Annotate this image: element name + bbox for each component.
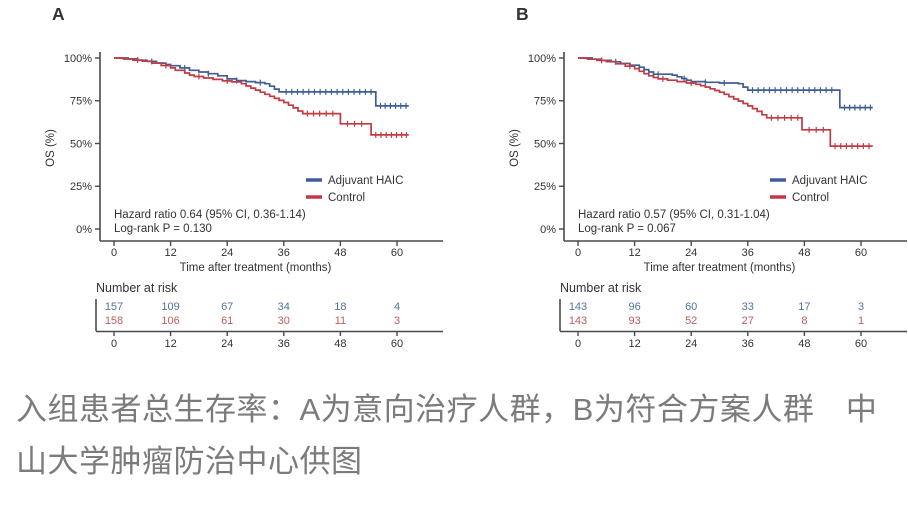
legend-label: Control: [328, 192, 365, 204]
risk-count: 61: [221, 315, 233, 327]
km-plot-B: B 0% 25% 50% 75% 100% 0 12 24 36 48 60 Time after tr…: [509, 4, 907, 350]
stat-annotation: Hazard ratio 0.64 (95% CI, 0.36-1.14): [114, 209, 306, 221]
risk-count: 34: [278, 301, 290, 313]
y-axis-title: OS (%): [509, 129, 521, 167]
y-tick-label: 0%: [76, 224, 92, 236]
risk-count: 11: [335, 315, 346, 327]
risk-table-header: Number at risk: [96, 281, 178, 295]
risk-count: 143: [569, 301, 587, 313]
x-tick-label: 0: [575, 247, 581, 259]
survival-curve-adjuvant-haic: [114, 57, 409, 107]
risk-count: 3: [394, 315, 400, 327]
risk-count: 3: [858, 301, 864, 313]
risk-count: 30: [278, 315, 290, 327]
y-tick-label: 0%: [540, 224, 556, 236]
x-tick-label: 12: [164, 247, 176, 259]
x-tick-label: 36: [742, 247, 754, 259]
risk-axis-label: 48: [334, 338, 346, 350]
x-tick-label: 24: [221, 247, 233, 259]
x-axis-title: Time after treatment (months): [644, 262, 796, 274]
risk-count: 106: [161, 315, 179, 327]
risk-count: 157: [105, 301, 123, 313]
risk-count: 109: [161, 301, 179, 313]
panel-label: B: [516, 4, 529, 24]
risk-count: 8: [801, 315, 807, 327]
risk-axis-label: 24: [221, 338, 233, 350]
x-tick-label: 60: [855, 247, 867, 259]
survival-curve-adjuvant-haic: [578, 57, 873, 109]
stat-annotation: Log-rank P = 0.130: [114, 223, 212, 235]
risk-count: 33: [742, 301, 754, 313]
risk-count: 1: [858, 315, 864, 327]
risk-count: 93: [628, 315, 640, 327]
risk-axis-label: 60: [855, 338, 867, 350]
risk-count: 17: [798, 301, 810, 313]
survival-curve-control: [578, 57, 873, 147]
stat-annotation: Log-rank P = 0.067: [578, 223, 676, 235]
risk-count: 143: [569, 315, 587, 327]
risk-count: 27: [742, 315, 754, 327]
risk-table-header: Number at risk: [560, 281, 642, 295]
y-axis-title: OS (%): [45, 129, 57, 167]
y-tick-label: 100%: [64, 53, 92, 65]
y-tick-label: 50%: [534, 138, 556, 150]
figure-caption: 入组患者总生存率：A为意向治疗人群，B为符合方案人群 中山大学肿瘤防治中心供图: [16, 392, 878, 479]
risk-axis-label: 36: [742, 338, 754, 350]
risk-count: 4: [394, 301, 400, 313]
risk-axis-label: 0: [575, 338, 581, 350]
legend-label: Adjuvant HAIC: [328, 175, 403, 187]
risk-axis-label: 24: [685, 338, 697, 350]
panel-label: A: [52, 4, 65, 24]
risk-axis-label: 0: [111, 338, 117, 350]
risk-axis-label: 12: [628, 338, 640, 350]
legend-label: Control: [792, 192, 829, 204]
risk-count: 60: [685, 301, 697, 313]
km-plot-A: A 0% 25% 50% 75% 100% 0 12 24 36 48 60 Time after tr…: [45, 4, 443, 350]
x-tick-label: 48: [798, 247, 810, 259]
risk-count: 158: [105, 315, 123, 327]
y-tick-label: 75%: [534, 96, 556, 108]
risk-count: 96: [628, 301, 640, 313]
x-tick-label: 36: [278, 247, 290, 259]
panels-container: A 0% 25% 50% 75% 100% 0 12 24 36 48 60 Time after tr…: [30, 0, 908, 358]
survival-curve-control: [114, 57, 409, 136]
risk-axis-label: 36: [278, 338, 290, 350]
risk-axis-label: 12: [164, 338, 176, 350]
x-axis-title: Time after treatment (months): [180, 262, 332, 274]
x-tick-label: 12: [628, 247, 640, 259]
panel-A: A 0% 25% 50% 75% 100% 0 12 24 36 48 60 Time after tr…: [30, 0, 444, 358]
y-tick-label: 75%: [70, 96, 92, 108]
y-tick-label: 25%: [534, 181, 556, 193]
y-tick-label: 100%: [528, 53, 556, 65]
x-tick-label: 48: [334, 247, 346, 259]
x-tick-label: 0: [111, 247, 117, 259]
legend-label: Adjuvant HAIC: [792, 175, 867, 187]
stat-annotation: Hazard ratio 0.57 (95% CI, 0.31-1.04): [578, 209, 770, 221]
x-tick-label: 60: [391, 247, 403, 259]
y-tick-label: 25%: [70, 181, 92, 193]
y-tick-label: 50%: [70, 138, 92, 150]
risk-count: 18: [334, 301, 346, 313]
risk-axis-label: 48: [798, 338, 810, 350]
panel-B: B 0% 25% 50% 75% 100% 0 12 24 36 48 60 Time after tr…: [494, 0, 908, 358]
risk-count: 67: [221, 301, 233, 313]
risk-axis-label: 60: [391, 338, 403, 350]
x-tick-label: 24: [685, 247, 697, 259]
risk-count: 52: [685, 315, 697, 327]
